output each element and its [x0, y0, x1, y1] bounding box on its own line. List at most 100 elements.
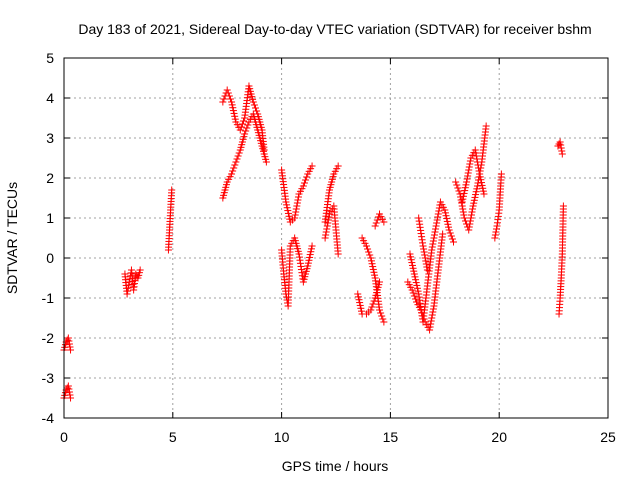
data-point: [473, 155, 481, 163]
data-point: [66, 391, 74, 399]
data-point: [407, 253, 415, 261]
data-point: [366, 251, 374, 259]
data-point: [429, 305, 437, 313]
data-point: [303, 173, 311, 181]
data-point: [262, 158, 270, 166]
data-point: [308, 242, 316, 250]
data-point: [444, 220, 452, 228]
data-point: [426, 323, 434, 331]
data-point: [472, 191, 480, 199]
data-point: [465, 163, 473, 171]
data-point: [355, 296, 363, 304]
data-point: [233, 155, 241, 163]
data-point: [441, 206, 449, 214]
data-point: [461, 187, 469, 195]
data-point: [306, 253, 314, 261]
data-point: [307, 248, 315, 256]
data-point: [411, 295, 419, 303]
data-point: [473, 185, 481, 193]
data-point: [423, 263, 431, 271]
data-point: [454, 184, 462, 192]
data-point: [357, 304, 365, 312]
data-point: [219, 98, 227, 106]
data-point: [443, 217, 451, 225]
data-point: [368, 303, 376, 311]
data-point: [323, 222, 331, 230]
data-point: [432, 222, 440, 230]
data-point: [230, 164, 238, 172]
data-point: [458, 198, 466, 206]
data-point: [236, 126, 244, 134]
data-point: [435, 207, 443, 215]
data-point: [224, 89, 232, 97]
y-tick-label: 1: [46, 210, 54, 226]
data-point: [226, 95, 234, 103]
data-point: [433, 216, 441, 224]
data-point: [365, 248, 373, 256]
data-point: [465, 223, 473, 231]
data-point: [373, 216, 381, 224]
data-point: [240, 117, 248, 125]
data-point: [497, 170, 505, 178]
data-point: [463, 175, 471, 183]
data-point: [250, 101, 258, 109]
data-point: [241, 130, 249, 138]
data-point: [284, 209, 292, 217]
y-tick-label: -3: [42, 370, 55, 386]
data-point: [462, 181, 470, 189]
data-point: [379, 315, 387, 323]
data-point: [168, 186, 176, 194]
data-point: [420, 248, 428, 256]
data-point: [423, 266, 431, 274]
chart-title: Day 183 of 2021, Sidereal Day-to-day VTE…: [78, 21, 591, 37]
data-point: [376, 306, 384, 314]
data-point: [427, 317, 435, 325]
data-point: [459, 205, 467, 213]
data-point: [305, 256, 313, 264]
data-point: [299, 182, 307, 190]
data-point: [412, 276, 420, 284]
data-point: [466, 217, 474, 225]
data-point: [243, 124, 251, 132]
data-point: [235, 149, 243, 157]
data-point: [378, 312, 386, 320]
data-point: [460, 189, 468, 197]
data-point: [125, 278, 133, 286]
data-point: [478, 181, 486, 189]
data-point: [450, 238, 458, 246]
data-point: [558, 147, 566, 155]
data-point: [410, 292, 418, 300]
data-point: [475, 167, 483, 175]
y-tick-label: 2: [46, 170, 54, 186]
data-point: [234, 152, 242, 160]
data-point: [429, 240, 437, 248]
data-point: [472, 149, 480, 157]
data-point: [124, 284, 132, 292]
data-point: [67, 346, 75, 354]
data-point: [459, 195, 467, 203]
data-point: [238, 120, 246, 128]
grid: [64, 58, 608, 418]
data-point: [471, 146, 479, 154]
data-point: [557, 141, 565, 149]
y-axis-label: SDTVAR / TECUs: [4, 182, 20, 294]
data-point: [464, 169, 472, 177]
data-point: [406, 250, 414, 258]
data-point: [408, 259, 416, 267]
data-point: [282, 198, 290, 206]
data-point: [452, 178, 460, 186]
data-point: [409, 264, 417, 272]
data-point: [408, 261, 416, 269]
data-point: [229, 167, 237, 175]
data-point: [448, 235, 456, 243]
data-point: [362, 242, 370, 250]
data-point: [220, 95, 228, 103]
plot-frame: [63, 57, 609, 419]
data-point: [124, 287, 132, 295]
data-point: [65, 340, 73, 348]
data-point: [307, 245, 315, 253]
data-point: [441, 209, 449, 217]
data-point: [367, 306, 375, 314]
data-point: [325, 213, 333, 221]
data-point: [469, 205, 477, 213]
